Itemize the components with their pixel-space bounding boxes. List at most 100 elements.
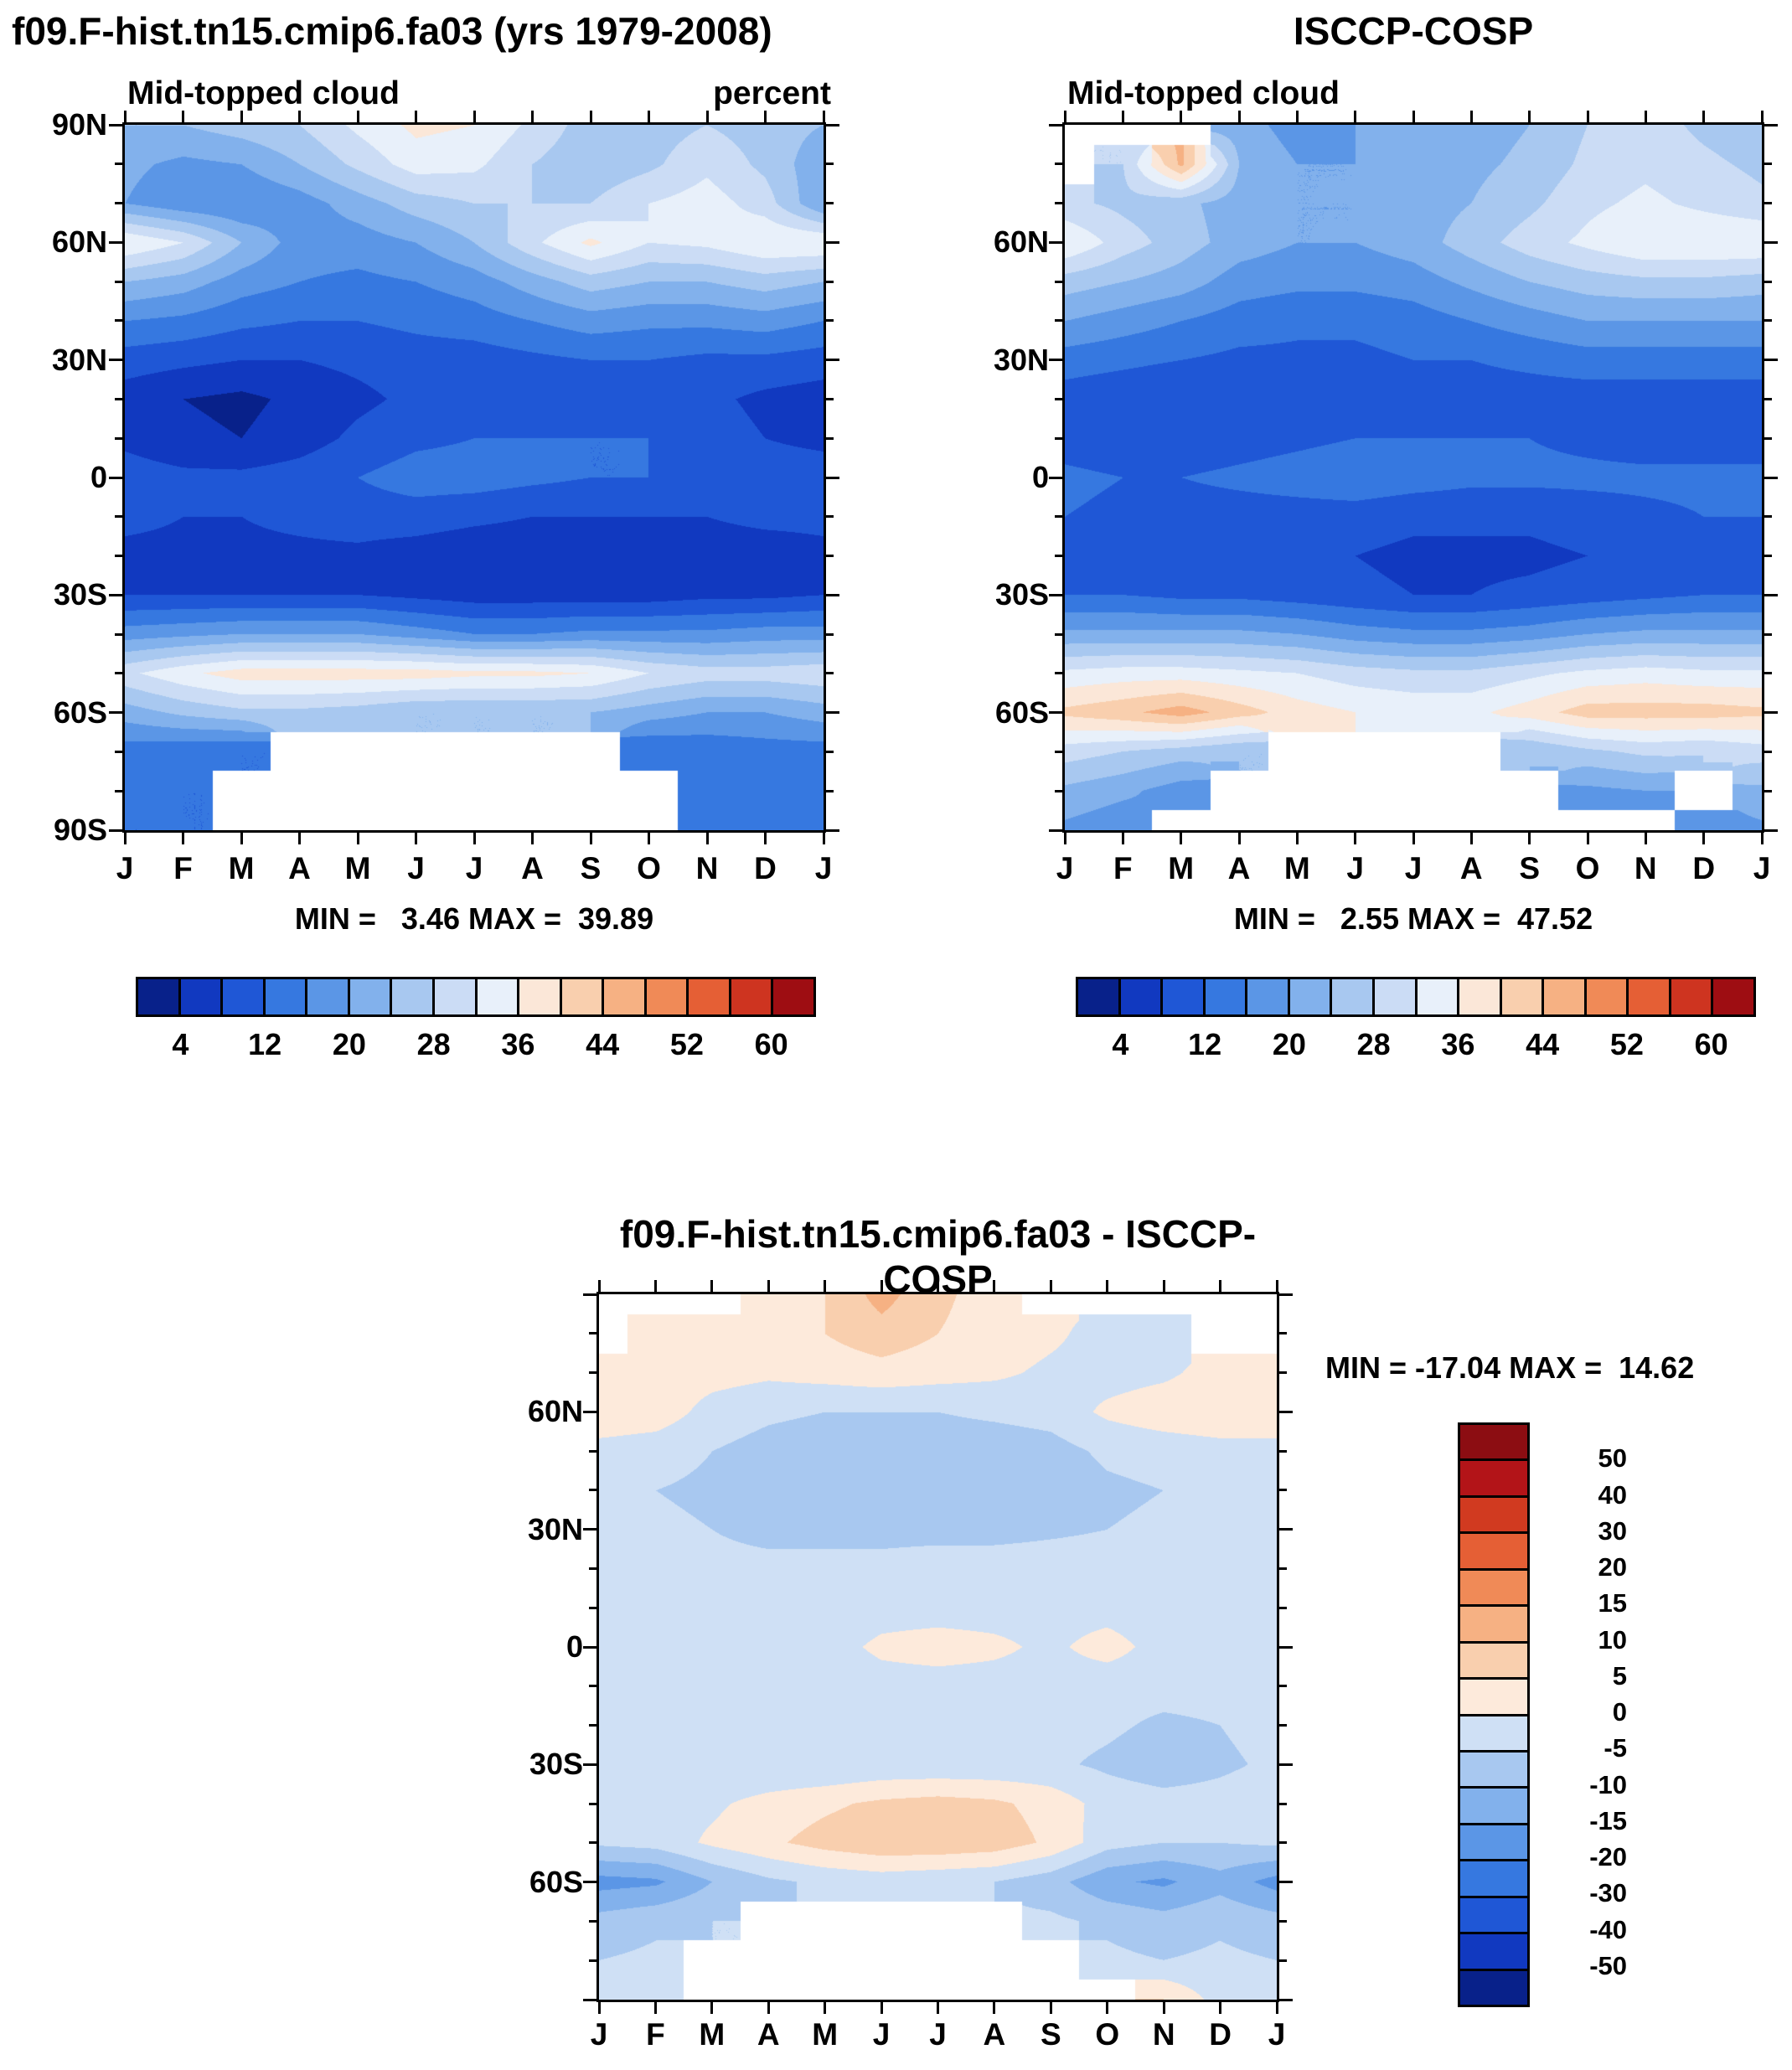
axis-tick: [1764, 280, 1772, 283]
axis-tick: [1644, 833, 1647, 844]
month-label: M: [228, 851, 255, 885]
obs-y-axis-labels: 60N 30N 0 30S 60S: [950, 125, 1049, 830]
month-label: A: [521, 851, 544, 885]
axis-tick: [123, 111, 127, 122]
colorbar-tick-label: -5: [1604, 1733, 1627, 1763]
axis-tick: [1279, 1959, 1287, 1962]
latitude-label: 0: [1031, 460, 1049, 494]
axis-tick: [822, 111, 825, 122]
colorbar-cell: [1460, 1752, 1527, 1789]
obs-minmax-label: MIN = 2.55 MAX = 47.52: [1233, 901, 1593, 936]
colorbar-cell: [1713, 979, 1753, 1014]
axis-tick: [1760, 833, 1764, 844]
colorbar-cell: [307, 979, 350, 1014]
axis-tick: [937, 1280, 939, 1292]
colorbar-cell: [1460, 1897, 1527, 1935]
obs-colorbar: [1076, 977, 1756, 1017]
colorbar-cell: [1417, 979, 1460, 1014]
month-label: S: [1040, 2017, 1061, 2052]
axis-tick: [937, 2002, 939, 2014]
obs-panel-title: ISCCP-COSP: [1293, 9, 1534, 53]
axis-tick: [115, 163, 122, 166]
axis-tick: [182, 111, 184, 122]
colorbar-cell: [1460, 1425, 1527, 1462]
obs-variable-label: Mid-topped cloud: [1067, 75, 1340, 111]
axis-tick: [1764, 436, 1772, 440]
diff-plot-frame: [583, 1280, 1293, 2014]
colorbar-tick-label: 44: [586, 1027, 620, 1061]
colorbar-cell: [1120, 979, 1164, 1014]
axis-tick: [1354, 833, 1357, 844]
axis-tick: [826, 240, 839, 244]
diff-colorbar: [1458, 1422, 1530, 2007]
colorbar-cell: [1459, 979, 1502, 1014]
month-label: A: [983, 2017, 1006, 2052]
month-label: M: [812, 2017, 839, 2052]
colorbar-cell: [1460, 1789, 1527, 1825]
axis-tick: [826, 476, 839, 479]
colorbar-cell: [1374, 979, 1418, 1014]
latitude-label: 0: [90, 460, 107, 494]
axis-tick: [1469, 111, 1473, 122]
axis-tick: [1764, 750, 1772, 753]
axis-tick: [115, 672, 122, 675]
axis-tick: [1295, 833, 1299, 844]
axis-tick: [1063, 833, 1066, 844]
axis-tick: [589, 833, 592, 844]
axis-tick: [1764, 632, 1772, 636]
axis-tick: [1063, 111, 1066, 122]
axis-tick: [1049, 711, 1062, 715]
latitude-label: 30S: [529, 1747, 583, 1782]
model-variable-label: Mid-topped cloud: [127, 75, 400, 111]
diff-y-axis-labels: 60N 30N 0 30S 60S: [474, 1294, 583, 2000]
colorbar-tick-label: -15: [1589, 1805, 1627, 1835]
model-colorbar-labels: 4 12 20 28 36 44 52 60: [138, 1027, 813, 1064]
axis-tick: [1055, 163, 1062, 166]
month-label: J: [814, 851, 833, 885]
axis-tick: [1237, 111, 1241, 122]
axis-tick: [824, 1280, 827, 1292]
axis-tick: [1049, 2002, 1052, 2014]
axis-tick: [1279, 1332, 1287, 1335]
axis-tick: [473, 111, 476, 122]
latitude-label: 30S: [53, 577, 107, 612]
axis-tick: [826, 123, 839, 126]
axis-tick: [1279, 1371, 1287, 1375]
month-label: J: [1056, 851, 1074, 885]
axis-tick: [583, 1293, 596, 1296]
axis-tick: [1279, 1645, 1293, 1649]
colorbar-tick-label: -40: [1589, 1914, 1627, 1944]
axis-tick: [123, 833, 127, 844]
axis-tick: [589, 1489, 596, 1492]
axis-tick: [531, 833, 534, 844]
colorbar-tick-label: 20: [332, 1027, 366, 1061]
axis-tick: [115, 789, 122, 792]
colorbar-cell: [1332, 979, 1375, 1014]
axis-tick: [1106, 2002, 1109, 2014]
axis-tick: [583, 1410, 596, 1413]
colorbar-tick-label: 0: [1612, 1697, 1627, 1727]
axis-tick: [1049, 476, 1062, 479]
axis-tick: [822, 833, 825, 844]
axis-tick: [1764, 476, 1778, 479]
axis-tick: [109, 593, 122, 596]
latitude-label: 30N: [993, 342, 1049, 377]
axis-tick: [115, 319, 122, 323]
axis-tick: [826, 632, 834, 636]
axis-tick: [583, 1528, 596, 1531]
axis-tick: [705, 833, 709, 844]
colorbar-tick-label: 52: [1609, 1027, 1644, 1061]
axis-tick: [1702, 111, 1706, 122]
axis-tick: [1764, 672, 1772, 675]
axis-tick: [1279, 1881, 1293, 1884]
axis-tick: [415, 833, 417, 844]
axis-tick: [589, 1567, 596, 1570]
axis-tick: [1586, 833, 1589, 844]
month-label: D: [1209, 2017, 1232, 2052]
month-label: O: [1575, 851, 1600, 885]
axis-tick: [589, 1724, 596, 1727]
axis-tick: [826, 829, 839, 832]
axis-tick: [826, 672, 834, 675]
axis-tick: [1279, 1802, 1287, 1805]
axis-tick: [826, 436, 834, 440]
